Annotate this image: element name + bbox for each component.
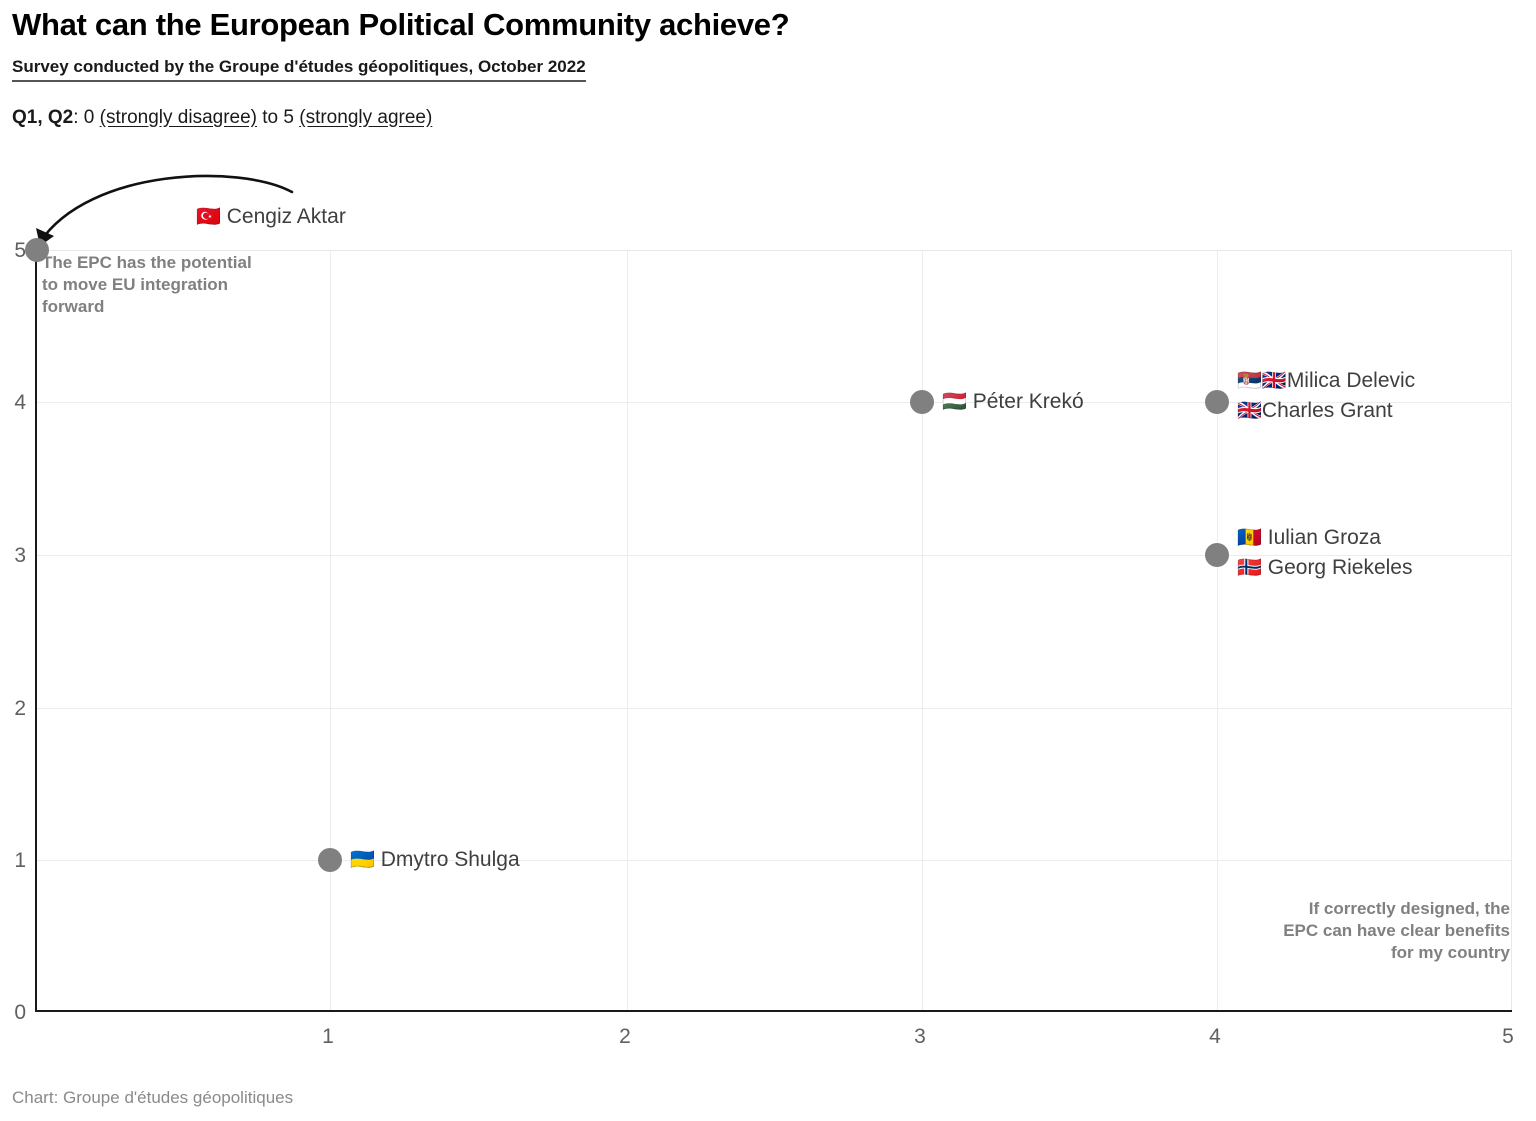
plot-right-border: [1511, 250, 1512, 1010]
scale-high-label: (strongly agree): [299, 106, 433, 128]
gridline-x-4: [1217, 250, 1218, 1010]
flag-norway-icon: 🇳🇴: [1237, 557, 1262, 580]
flag-turkey-icon: 🇹🇷: [196, 206, 221, 229]
scatter-plot-area: 🇺🇦 Dmytro Shulga 🇭🇺 Péter Krekó 🇷🇸🇬🇧Mili…: [25, 238, 1512, 1012]
point-label-text: Cengiz Aktar: [226, 205, 346, 229]
x-tick-1: 1: [322, 1025, 334, 1048]
point-label-text: Milica Delevic: [1286, 369, 1416, 393]
question-label: Q1, Q2: [12, 106, 74, 128]
page-title: What can the European Political Communit…: [12, 7, 790, 42]
y-tick-2: 2: [14, 697, 26, 720]
gridline-y-4: [37, 402, 1512, 403]
x-tick-5: 5: [1502, 1025, 1514, 1048]
flag-moldova-icon: 🇲🇩: [1237, 527, 1262, 550]
flag-united-kingdom-icon: 🇬🇧: [1261, 370, 1287, 393]
scale-low-label: (strongly disagree): [99, 106, 257, 128]
point-label-milica-delevic: 🇷🇸🇬🇧Milica Delevic: [1237, 368, 1415, 394]
gridline-y-3: [37, 555, 1512, 556]
data-point-peter-kreko[interactable]: [910, 390, 934, 414]
point-label-text: Georg Riekeles: [1267, 556, 1413, 580]
chart-header: What can the European Political Communit…: [12, 0, 1524, 129]
question-scale-note: Q1, Q2: 0 (strongly disagree) to 5 (stro…: [12, 82, 1524, 130]
data-point-delevic-grant[interactable]: [1205, 390, 1229, 414]
data-point-groza-riekeles[interactable]: [1205, 543, 1229, 567]
y-tick-1: 1: [14, 849, 26, 872]
y-tick-3: 3: [14, 544, 26, 567]
question-mid-2: to 5: [257, 106, 300, 128]
flag-united-kingdom-icon: 🇬🇧: [1237, 400, 1262, 423]
question-mid-1: : 0: [73, 106, 100, 128]
chart-credit: Chart: Groupe d'études géopolitiques: [12, 1088, 294, 1107]
x-axis-annotation: If correctly designed, the EPC can have …: [1283, 899, 1510, 963]
flag-ukraine-icon: 🇺🇦: [350, 849, 375, 872]
y-axis-annotation: The EPC has the potential to move EU int…: [42, 253, 252, 317]
point-label-text: Charles Grant: [1261, 399, 1393, 423]
flag-serbia-icon: 🇷🇸: [1237, 370, 1262, 393]
point-label-cengiz-aktar: 🇹🇷 Cengiz Aktar: [196, 204, 346, 230]
data-point-cengiz-aktar[interactable]: [25, 238, 49, 262]
gridline-x-1: [330, 250, 331, 1010]
y-tick-4: 4: [14, 391, 26, 414]
data-point-dmytro-shulga[interactable]: [318, 848, 342, 872]
point-label-peter-kreko: 🇭🇺 Péter Krekó: [942, 389, 1084, 415]
point-label-text: Péter Krekó: [972, 390, 1084, 414]
chart-subtitle: Survey conducted by the Groupe d'études …: [12, 43, 586, 82]
y-tick-5: 5: [14, 239, 26, 262]
point-label-iulian-groza: 🇲🇩 Iulian Groza: [1237, 525, 1381, 551]
point-label-text: Dmytro Shulga: [380, 848, 520, 872]
point-label-dmytro-shulga: 🇺🇦 Dmytro Shulga: [350, 847, 520, 873]
x-tick-3: 3: [914, 1025, 926, 1048]
gridline-y-2: [37, 708, 1512, 709]
plot-top-border: [37, 250, 1512, 251]
x-tick-4: 4: [1209, 1025, 1221, 1048]
x-tick-2: 2: [619, 1025, 631, 1048]
point-label-charles-grant: 🇬🇧Charles Grant: [1237, 398, 1393, 424]
y-tick-0: 0: [14, 1001, 26, 1024]
point-label-text: Iulian Groza: [1267, 526, 1381, 550]
gridline-x-2: [627, 250, 628, 1010]
gridline-y-1: [37, 860, 1512, 861]
flag-hungary-icon: 🇭🇺: [942, 391, 967, 414]
gridline-x-3: [922, 250, 923, 1010]
point-label-georg-riekeles: 🇳🇴 Georg Riekeles: [1237, 555, 1412, 581]
